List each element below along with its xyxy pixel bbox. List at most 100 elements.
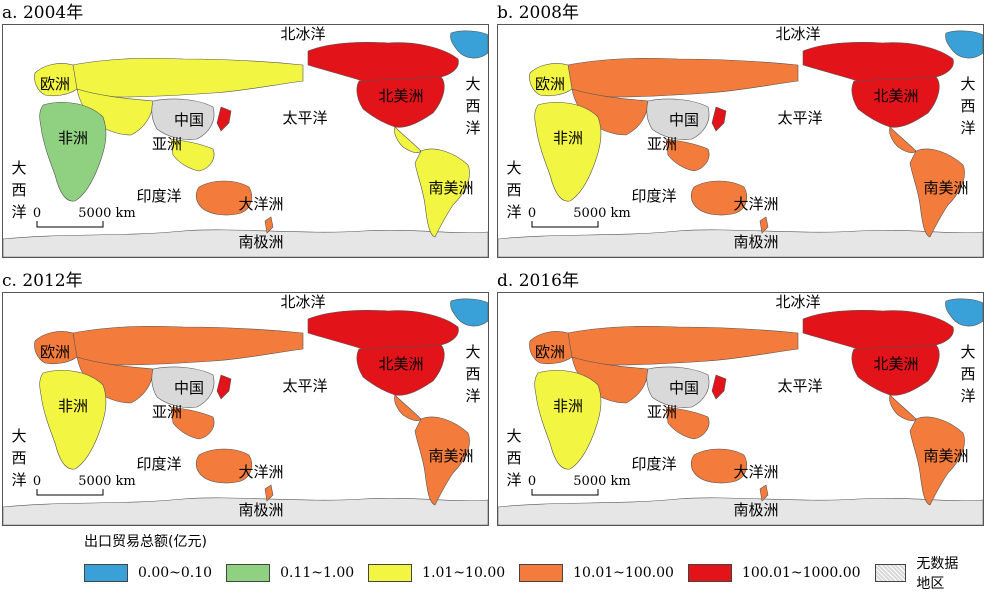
label-arctic-ocean: 北冰洋 bbox=[280, 293, 325, 311]
region-central-america bbox=[394, 394, 422, 421]
region-africa bbox=[534, 370, 602, 470]
region-japan bbox=[216, 106, 232, 132]
label-atlantic-ocean-right: 大西洋 bbox=[960, 343, 975, 405]
label-south-america: 南美洲 bbox=[428, 179, 473, 197]
label-indian-ocean: 印度洋 bbox=[631, 187, 676, 205]
label-asia: 亚洲 bbox=[152, 135, 182, 153]
region-central-america bbox=[394, 126, 422, 153]
legend-item: 10.01~100.00 bbox=[519, 553, 674, 593]
label-antarctica: 南极洲 bbox=[733, 233, 778, 251]
legend-swatch bbox=[874, 564, 907, 582]
label-pacific-ocean: 太平洋 bbox=[282, 377, 327, 395]
label-asia: 亚洲 bbox=[647, 135, 677, 153]
label-europe: 欧洲 bbox=[40, 343, 70, 361]
legend-swatch bbox=[84, 564, 128, 582]
region-australia bbox=[195, 448, 253, 484]
region-southeast-asia bbox=[665, 138, 710, 172]
region-china bbox=[151, 366, 215, 408]
region-russia-asia-north bbox=[567, 325, 799, 366]
scale-bar bbox=[36, 221, 104, 228]
scale-bar-label: 0 bbox=[528, 474, 536, 489]
legend-swatch bbox=[368, 564, 413, 582]
label-south-america: 南美洲 bbox=[428, 447, 473, 465]
label-south-america: 南美洲 bbox=[923, 447, 968, 465]
map-frame: 北冰洋 太平洋 印度洋 北美洲 南美洲 欧洲 非洲 亚洲 中国 大洋洲 南极洲 大西洋 大西洋 0 5000… bbox=[497, 292, 984, 526]
region-china bbox=[151, 98, 215, 140]
label-atlantic-ocean-right: 大西洋 bbox=[960, 75, 975, 137]
panel-title: b. 2008年 bbox=[497, 3, 579, 23]
label-north-america: 北美洲 bbox=[873, 87, 918, 105]
label-arctic-ocean: 北冰洋 bbox=[280, 25, 325, 43]
label-pacific-ocean: 太平洋 bbox=[282, 109, 327, 127]
label-indian-ocean: 印度洋 bbox=[136, 187, 181, 205]
label-atlantic-ocean-right: 大西洋 bbox=[465, 343, 480, 405]
label-arctic-ocean: 北冰洋 bbox=[775, 25, 820, 43]
label-africa: 非洲 bbox=[553, 129, 583, 147]
region-russia-asia-north bbox=[72, 325, 304, 366]
legend-title: 出口贸易总额(亿元) bbox=[84, 534, 207, 550]
region-africa bbox=[534, 102, 602, 202]
region-south-america bbox=[909, 148, 965, 238]
label-europe: 欧洲 bbox=[535, 343, 565, 361]
legend-label: 无数据地区 bbox=[916, 556, 959, 592]
scale-bar bbox=[531, 489, 599, 496]
legend-swatch bbox=[687, 564, 732, 582]
region-china bbox=[646, 366, 710, 408]
region-canada-alaska bbox=[307, 309, 459, 350]
region-south-america bbox=[414, 148, 470, 238]
label-north-america: 北美洲 bbox=[378, 355, 423, 373]
label-atlantic-ocean-left: 大西洋 bbox=[11, 427, 26, 489]
map-panel-b: b. 2008年 北冰洋 太平洋 印度洋 北美洲 南美洲 欧洲 非洲 亚洲 中国 大洋洲 南极洲 大西… bbox=[497, 0, 984, 258]
region-russia-asia-north bbox=[567, 57, 799, 98]
map-panel-a: a. 2004年 北冰洋 太平洋 印度洋 北美洲 南美洲 欧洲 非洲 亚洲 中国 大洋洲 南极洲 大西… bbox=[2, 0, 489, 258]
region-greenland bbox=[450, 298, 488, 327]
region-southeast-asia bbox=[665, 406, 710, 440]
panel-title: a. 2004年 bbox=[2, 3, 84, 23]
region-australia bbox=[690, 448, 748, 484]
region-antarctica bbox=[498, 497, 983, 525]
region-new-zealand bbox=[759, 484, 769, 502]
region-australia bbox=[195, 180, 253, 216]
region-south-america bbox=[909, 416, 965, 506]
label-atlantic-ocean-left: 大西洋 bbox=[506, 427, 521, 489]
label-africa: 非洲 bbox=[58, 129, 88, 147]
label-africa: 非洲 bbox=[58, 397, 88, 415]
label-oceania: 大洋洲 bbox=[238, 195, 283, 213]
scale-bar bbox=[531, 221, 599, 228]
region-central-america bbox=[889, 394, 917, 421]
map-frame: 北冰洋 太平洋 印度洋 北美洲 南美洲 欧洲 非洲 亚洲 中国 大洋洲 南极洲 大西洋 大西洋 0 5000… bbox=[497, 24, 984, 258]
label-indian-ocean: 印度洋 bbox=[136, 455, 181, 473]
region-canada-alaska bbox=[307, 41, 459, 82]
legend-row: 0.00~0.10 0.11~1.00 1.01~10.00 10.01~100… bbox=[84, 553, 980, 593]
label-asia: 亚洲 bbox=[647, 403, 677, 421]
legend-label: 0.11~1.00 bbox=[280, 565, 355, 581]
legend-item: 100.01~1000.00 bbox=[687, 553, 861, 593]
label-china: 中国 bbox=[669, 379, 699, 397]
region-antarctica bbox=[3, 497, 488, 525]
legend-item: 无数据地区 bbox=[874, 553, 966, 593]
legend-label: 100.01~1000.00 bbox=[741, 565, 861, 581]
label-china: 中国 bbox=[174, 111, 204, 129]
label-africa: 非洲 bbox=[553, 397, 583, 415]
label-oceania: 大洋洲 bbox=[733, 463, 778, 481]
label-antarctica: 南极洲 bbox=[733, 501, 778, 519]
label-europe: 欧洲 bbox=[40, 75, 70, 93]
map-frame: 北冰洋 太平洋 印度洋 北美洲 南美洲 欧洲 非洲 亚洲 中国 大洋洲 南极洲 大西洋 大西洋 0 5000… bbox=[2, 292, 489, 526]
region-russia-asia-north bbox=[72, 57, 304, 98]
label-oceania: 大洋洲 bbox=[238, 463, 283, 481]
legend-swatch bbox=[226, 564, 271, 582]
label-arctic-ocean: 北冰洋 bbox=[775, 293, 820, 311]
map-panel-d: d. 2016年 北冰洋 太平洋 印度洋 北美洲 南美洲 欧洲 非洲 亚洲 中国 大洋洲 南极洲 大西… bbox=[497, 268, 984, 526]
legend-item: 0.11~1.00 bbox=[226, 553, 354, 593]
scale-bar-label: 0 bbox=[33, 206, 41, 221]
region-china bbox=[646, 98, 710, 140]
region-australia bbox=[690, 180, 748, 216]
label-atlantic-ocean-right: 大西洋 bbox=[465, 75, 480, 137]
map-panel-c: c. 2012年 北冰洋 太平洋 印度洋 北美洲 南美洲 欧洲 非洲 亚洲 中国 大洋洲 南极洲 大西… bbox=[2, 268, 489, 526]
scale-bar bbox=[36, 489, 104, 496]
region-japan bbox=[216, 374, 232, 400]
